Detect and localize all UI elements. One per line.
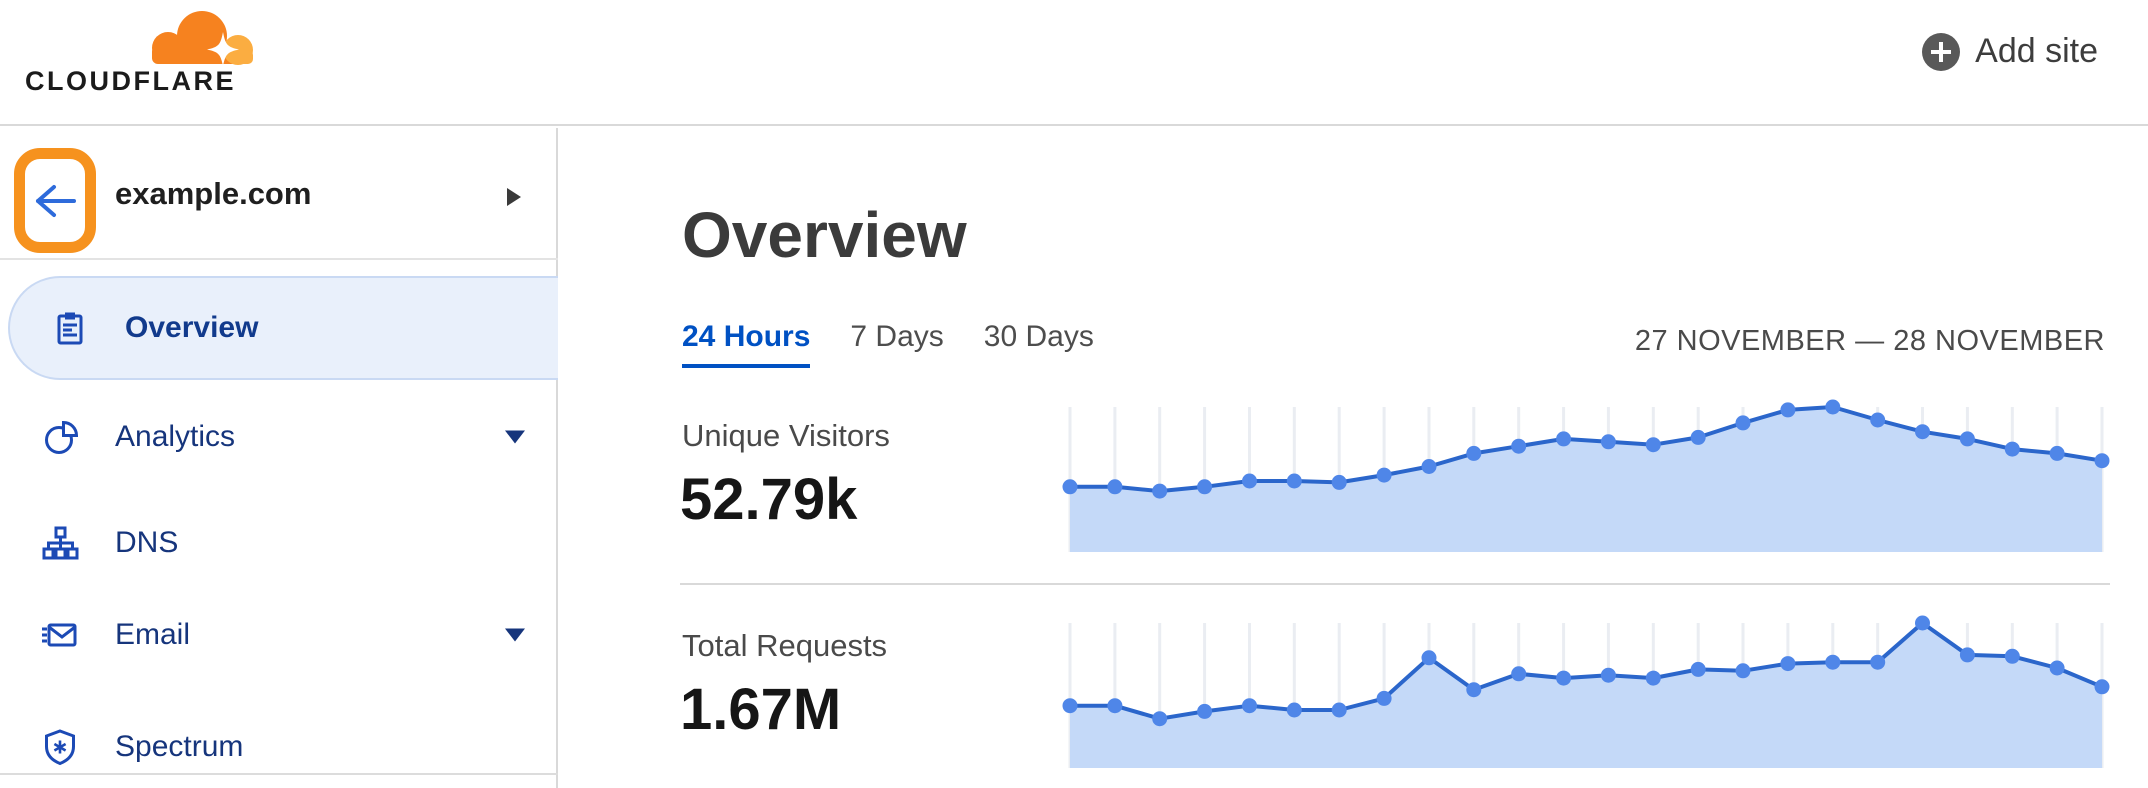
pie-chart-icon [45,420,79,454]
cloudflare-cloud-icon [152,11,253,66]
cloudflare-wordmark: CLOUDFLARE [25,66,236,96]
email-icon [42,623,77,647]
sidebar-item-spectrum[interactable]: Spectrum [0,695,558,788]
tab-30-days[interactable]: 30 Days [983,320,1094,353]
tab-7-days[interactable]: 7 Days [850,320,944,353]
tab-24-hours[interactable]: 24 Hours [682,320,811,368]
chevron-down-icon [505,628,525,642]
shield-asterisk-icon [45,729,75,766]
plus-icon [1922,32,1961,71]
main-content: Overview 24 Hours 7 Days 30 Days 27 NOVE… [560,128,2148,788]
sidebar: example.com Overview Analytics [0,128,558,788]
site-name[interactable]: example.com [115,176,312,211]
chevron-down-icon [505,430,525,444]
sidebar-item-label: DNS [115,526,179,559]
back-button[interactable] [14,148,96,253]
cloudflare-logo[interactable]: CLOUDFLARE [25,4,263,98]
page-title: Overview [682,199,967,271]
sidebar-item-analytics[interactable]: Analytics [0,385,558,489]
sidebar-divider [0,258,558,260]
top-bar: CLOUDFLARE Add site [0,0,2148,126]
metric-label-total-requests: Total Requests [682,628,888,663]
date-range-label: 27 NOVEMBER — 28 NOVEMBER [1634,325,2105,357]
metric-value-total-requests: 1.67M [680,677,842,742]
sitemap-icon [42,526,79,560]
sidebar-bottom-divider [0,773,558,775]
sidebar-item-label: Email [115,618,191,651]
add-site-label: Add site [1975,32,2098,70]
time-range-tabs: 24 Hours 7 Days 30 Days [682,320,1094,368]
metric-value-unique-visitors: 52.79k [680,467,858,532]
sidebar-item-dns[interactable]: DNS [0,491,558,595]
add-site-button[interactable]: Add site [1922,32,2098,71]
sidebar-item-label: Spectrum [115,730,244,763]
clipboard-icon [57,312,83,345]
arrow-left-icon [36,184,76,217]
sidebar-item-overview[interactable]: Overview [8,276,558,380]
total-requests-sparkline-chart[interactable] [1056,608,2116,778]
unique-visitors-sparkline-chart[interactable] [1056,392,2116,562]
sidebar-item-label: Analytics [115,420,236,453]
sidebar-item-email[interactable]: Email [0,583,558,687]
metric-row-divider [680,583,2110,585]
metric-label-unique-visitors: Unique Visitors [682,418,890,453]
sidebar-item-label: Overview [125,311,259,344]
chevron-right-icon[interactable] [507,188,521,206]
